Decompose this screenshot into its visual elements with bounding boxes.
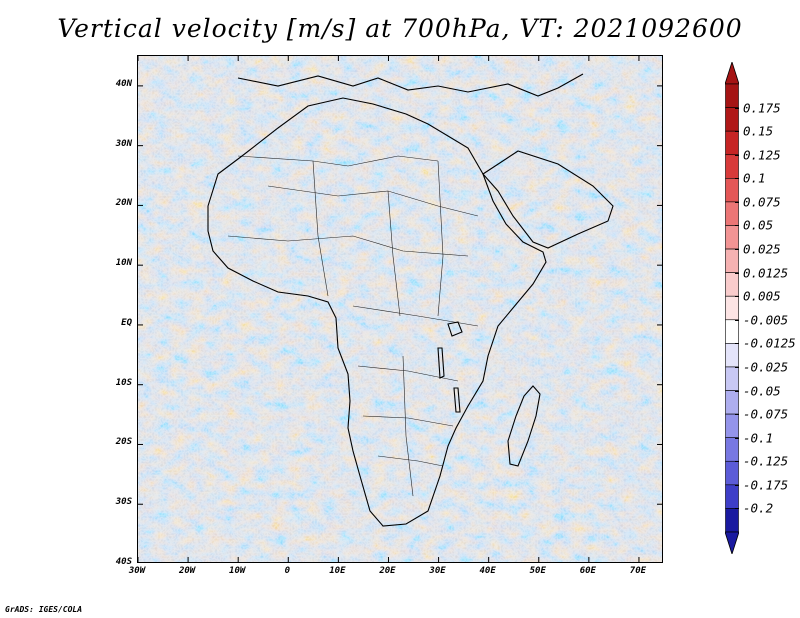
colorbar-label: -0.1 (743, 430, 774, 446)
lon-label-0: 0 (284, 566, 290, 576)
colorbar-label: -0.2 (743, 500, 774, 516)
colorbar-box (725, 107, 739, 132)
colorbar-tick (735, 437, 739, 439)
colorbar-tick (735, 107, 739, 109)
colorbar-box (725, 225, 739, 250)
colorbar-tick (735, 201, 739, 203)
map-panel (137, 55, 663, 563)
lat-label-20s: 20S (115, 437, 132, 448)
colorbar-top-cap (725, 62, 739, 85)
europe-coastline (237, 73, 584, 97)
lon-label-30e: 30E (429, 566, 446, 576)
colorbar-label: 0.025 (743, 241, 781, 257)
colorbar-box (725, 295, 739, 321)
colorbar-tick (735, 508, 739, 510)
lat-label-10s: 10S (115, 377, 132, 388)
colorbar-label: 0.1 (743, 170, 766, 186)
colorbar-box (725, 154, 739, 179)
vertical-velocity-map (138, 56, 662, 562)
lat-label-30s: 30S (115, 497, 132, 508)
colorbar-label: 0.005 (743, 288, 781, 304)
colorbar-tick (735, 225, 739, 227)
lon-label-60e: 60E (579, 566, 596, 576)
lon-label-20e: 20E (379, 566, 396, 576)
colorbar-box (725, 508, 739, 533)
lat-label-10n: 10N (115, 258, 132, 269)
lat-label-20n: 20N (115, 198, 132, 209)
colorbar-bottom-cap (725, 531, 739, 554)
colorbar-tick (735, 296, 739, 298)
lat-label-40s: 40S (115, 557, 132, 567)
colorbar-box (725, 460, 739, 486)
lon-label-30w: 30W (128, 566, 146, 576)
colorbar-tick (735, 390, 739, 392)
madagascar-coastline (507, 385, 541, 467)
colorbar-box (725, 343, 739, 368)
colorbar-label: 0.05 (743, 217, 774, 233)
country-borders (227, 155, 479, 497)
colorbar-box (725, 130, 739, 156)
grads-credit: GrADS: IGES/COLA (5, 605, 83, 614)
lat-label-40n: 40N (115, 78, 132, 89)
colorbar-label: 0.175 (743, 100, 781, 116)
colorbar-label: -0.025 (743, 359, 789, 375)
colorbar-label: -0.175 (743, 477, 789, 493)
colorbar-tick (735, 154, 739, 156)
colorbar-box (725, 390, 739, 415)
lake-malawi (453, 387, 461, 413)
colorbar-tick (735, 249, 739, 251)
colorbar-box (725, 366, 739, 391)
colorbar (725, 62, 739, 554)
colorbar-tick (735, 272, 739, 274)
arabia-coastline (482, 150, 614, 249)
lake-victoria (447, 321, 463, 337)
colorbar-label: -0.005 (743, 312, 789, 328)
colorbar-tick (735, 319, 739, 321)
colorbar-box (725, 437, 739, 462)
colorbar-tick (735, 461, 739, 463)
colorbar-label: 0.15 (743, 123, 774, 139)
colorbar-label: 0.075 (743, 194, 781, 210)
colorbar-tick (735, 484, 739, 486)
lon-label-40e: 40E (479, 566, 496, 576)
colorbar-label: -0.05 (743, 383, 781, 399)
lat-label-30n: 30N (115, 138, 132, 149)
colorbar-tick (735, 414, 739, 416)
colorbar-box (725, 484, 739, 509)
colorbar-box (725, 248, 739, 273)
lon-label-70e: 70E (629, 566, 647, 576)
colorbar-box (725, 83, 739, 108)
colorbar-label: -0.075 (743, 406, 789, 422)
lon-label-50e: 50E (529, 566, 546, 576)
colorbar-tick (735, 366, 739, 368)
map-ticks (138, 56, 662, 562)
colorbar-box (725, 319, 739, 344)
colorbar-label: -0.0125 (743, 335, 796, 351)
colorbar-box (725, 178, 739, 203)
colorbar-box (725, 272, 739, 297)
colorbar-box (725, 201, 739, 226)
colorbar-box (725, 413, 739, 438)
chart-title: Vertical velocity [m/s] at 700hPa, VT: 2… (57, 14, 743, 43)
velocity-speckle (138, 56, 662, 562)
lon-label-10e: 10E (329, 566, 346, 576)
colorbar-tick (735, 131, 739, 133)
lon-label-20w: 20W (178, 566, 196, 576)
colorbar-label: -0.125 (743, 453, 789, 469)
coastlines (207, 73, 614, 527)
lat-label-eq: EQ (121, 317, 132, 328)
lake-tanganyika (437, 347, 445, 379)
africa-coastline (207, 97, 547, 527)
lon-label-10w: 10W (229, 566, 246, 576)
colorbar-tick (735, 178, 739, 180)
colorbar-label: 0.125 (743, 147, 781, 163)
colorbar-label: 0.0125 (743, 265, 789, 281)
colorbar-tick (735, 343, 739, 345)
